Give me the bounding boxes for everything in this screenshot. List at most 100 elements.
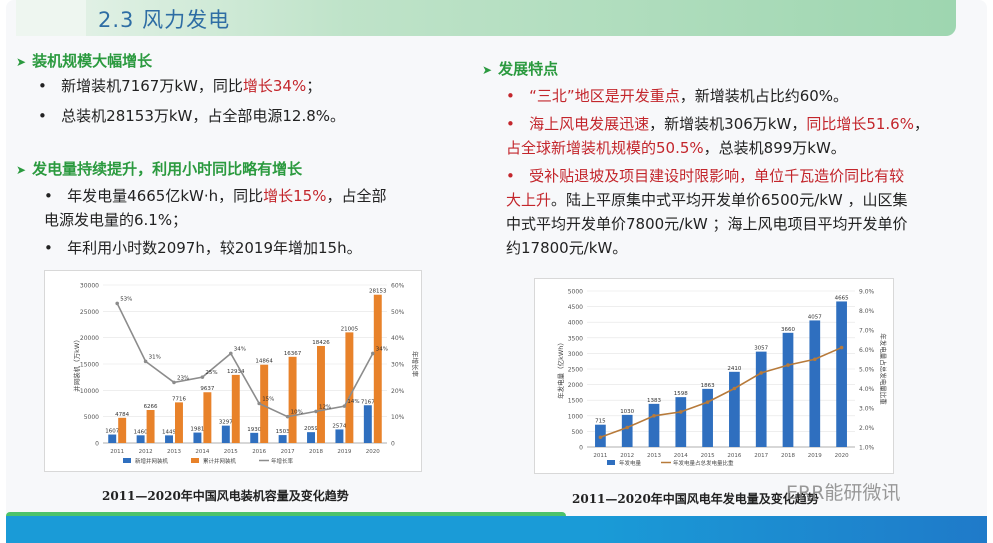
line-point: [314, 409, 318, 414]
line-point: [705, 400, 710, 404]
bar-a: [335, 429, 344, 443]
line-label: 25%: [205, 370, 217, 376]
y-tick-label: 0: [95, 441, 99, 448]
y-axis-title: 并网装机（万kW）: [72, 336, 81, 392]
series-line: [600, 346, 842, 439]
bar-a: [165, 435, 173, 443]
y2-tick-label: 30%: [391, 362, 405, 369]
bar-a: [193, 432, 202, 443]
right-bullet-2-line2: 占全球新增装机规模的50.5%，总装机899万kW。: [506, 136, 846, 160]
x-tick-label: 2019: [808, 453, 822, 459]
right-bullet-2-highlight: 海上风电发展迅速: [529, 115, 650, 133]
y2-axis-title: 年发电量占总发电量比重: [879, 333, 888, 405]
bar-a: [782, 332, 794, 447]
line-point: [813, 357, 817, 362]
data-label: 3660: [781, 327, 795, 333]
x-tick-label: 2011: [110, 449, 124, 455]
y-tick-label: 25000: [80, 309, 99, 316]
bar-b: [317, 345, 325, 443]
bar-a: [836, 301, 847, 447]
series-line: [116, 303, 374, 418]
line-point: [229, 351, 233, 356]
line-label: 23%: [177, 375, 189, 381]
line-point: [257, 401, 261, 406]
data-label: 7716: [172, 396, 186, 402]
y2-tick-label: 4.0%: [859, 386, 875, 393]
y-tick-label: 3500: [568, 335, 583, 342]
y2-tick-label: 7.0%: [859, 328, 875, 335]
data-label: 2574: [332, 423, 346, 429]
line-label: 15%: [262, 397, 274, 403]
line-point: [598, 435, 603, 440]
data-label: 6266: [144, 404, 158, 410]
bar-a: [621, 414, 633, 447]
legend-label: 累计并网装机: [203, 457, 237, 465]
y-tick-label: 4000: [568, 320, 583, 327]
y2-tick-label: 60%: [391, 283, 405, 290]
data-label: 4057: [808, 314, 822, 320]
left-bullet-2-text: 总装机28153万kW，占全部电源12.8%。: [61, 107, 346, 125]
bar-a: [108, 434, 117, 443]
line-label: 31%: [149, 354, 161, 360]
line-point: [759, 371, 763, 375]
x-tick-label: 2017: [281, 449, 295, 455]
right-bullet-1-highlight: “三北”地区是开发重点: [529, 87, 680, 105]
data-label: 1863: [701, 383, 715, 389]
left-heading-1-text: 装机规模大幅增长: [32, 52, 153, 70]
legend-label: 年发电量: [619, 459, 642, 467]
left-bullet-4-text: 年利用小时数2097h，较2019年增加15h。: [67, 239, 362, 257]
left-bullet-4: • 年利用小时数2097h，较2019年增加15h。: [44, 239, 362, 257]
chart-generation-svg: 0 500 1000 1500 2000 2500 3000 3500 4000 4500 5000…: [556, 289, 888, 468]
y2-tick-label: 10%: [391, 414, 405, 421]
right-bullet-3-line3: 中式平均开发单价7800元/kW ；海上风电项目平均开发单价: [506, 215, 908, 233]
line-point: [371, 351, 375, 356]
bar-b: [175, 402, 183, 443]
x-tick-label: 2015: [701, 453, 715, 459]
y2-tick-label: 20%: [391, 388, 405, 395]
line-point: [839, 345, 844, 350]
bar-b: [373, 294, 382, 443]
y-tick-label: 1000: [568, 413, 583, 420]
right-bullet-2-line2-highlight: 占全球新增装机规模的50.5%: [506, 139, 704, 157]
x-tick-label: 2015: [224, 449, 238, 455]
bar-b: [345, 332, 354, 443]
x-tick-label: 2013: [647, 453, 661, 459]
left-bullet-2: • 总装机28153万kW，占全部电源12.8%。: [38, 107, 346, 125]
data-label: 1383: [647, 398, 661, 404]
legend-swatch: [607, 460, 615, 465]
line-point: [732, 386, 737, 391]
bar-a: [755, 351, 767, 447]
caption-left: 2011—2020年中国风电装机容量及变化趋势: [102, 489, 349, 503]
title-bar: [16, 0, 956, 36]
data-label: 14864: [255, 359, 273, 365]
chart-installed-capacity: 0 5000 10000 15000 20000 25000 30000 0 10% 20% 30%…: [44, 270, 422, 472]
line-point: [285, 414, 290, 419]
data-label: 1030: [620, 409, 634, 415]
data-label: 715: [595, 419, 606, 425]
line-point: [342, 404, 347, 408]
arrow-icon: ➤: [482, 63, 493, 77]
y2-tick-label: 3.0%: [859, 406, 875, 413]
line-label: 14%: [347, 399, 359, 405]
bar-a: [307, 432, 315, 443]
bar-a: [702, 388, 713, 447]
y-tick-label: 30000: [80, 283, 99, 290]
data-label: 16367: [284, 351, 302, 357]
line-point: [625, 425, 629, 430]
right-bullet-2-line2-text: ，总装机899万kW。: [703, 139, 846, 157]
x-tick-label: 2018: [781, 453, 795, 459]
y-tick-label: 0: [579, 445, 583, 452]
line-label: 12%: [319, 404, 331, 410]
legend-label: 年发电量占总发电量比重: [673, 459, 734, 467]
bar-a: [729, 371, 740, 447]
line-point: [679, 410, 683, 414]
y2-tick-label: 8.0%: [859, 308, 875, 315]
legend-label: 新增并网装机: [135, 457, 169, 465]
left-bullet-1-highlight: 增长34%: [242, 77, 307, 95]
bar-a: [250, 432, 259, 443]
chart-generation: 0 500 1000 1500 2000 2500 3000 3500 4000 4500 5000…: [534, 278, 894, 474]
x-tick-label: 2012: [620, 453, 634, 459]
data-label: 1449: [162, 429, 176, 435]
y-tick-label: 10000: [80, 388, 99, 395]
right-bullet-2-text: ，新增装机306万kW，: [649, 115, 807, 133]
